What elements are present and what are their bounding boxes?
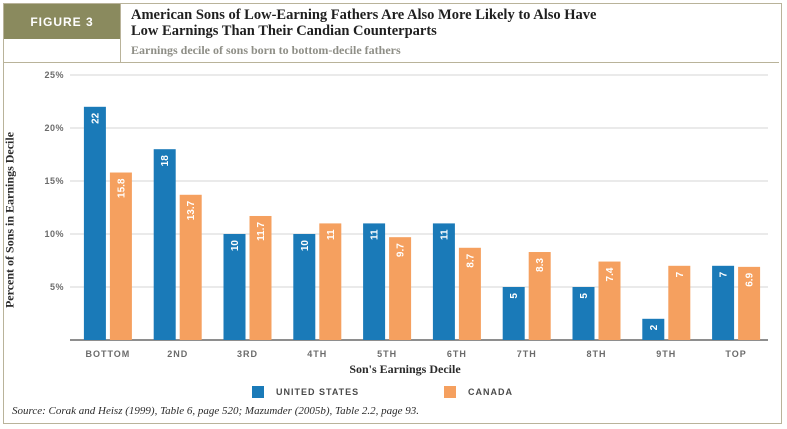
bar-canada xyxy=(319,223,342,340)
bar-united-states xyxy=(153,149,176,340)
bar-canada xyxy=(528,252,551,340)
header-rule xyxy=(4,62,779,63)
y-tick-label: 10% xyxy=(44,229,64,239)
bar-united-states xyxy=(572,287,595,340)
y-tick-label: 25% xyxy=(44,70,64,80)
bar-data-label: 5 xyxy=(509,293,520,299)
bar-data-label: 8.3 xyxy=(535,258,546,272)
x-tick-label: 6TH xyxy=(447,349,467,359)
bar-united-states xyxy=(363,223,386,340)
y-tick-label: 20% xyxy=(44,123,64,133)
bar-united-states xyxy=(502,287,525,340)
bar-data-label: 22 xyxy=(90,112,101,124)
bar-data-label: 13.7 xyxy=(186,200,197,220)
bar-canada xyxy=(179,194,202,340)
y-axis-label: Percent of Sons in Earnings Decile xyxy=(2,131,17,309)
bar-data-label: 10 xyxy=(300,240,311,252)
x-tick-label: 4TH xyxy=(307,349,327,359)
legend-swatch-canada xyxy=(444,386,456,398)
bar-canada xyxy=(738,266,761,340)
bar-data-label: 10 xyxy=(230,240,241,252)
legend-label-us: UNITED STATES xyxy=(276,387,360,397)
bar-data-label: 2 xyxy=(649,324,660,330)
bar-data-label: 7.4 xyxy=(605,267,616,281)
x-tick-label: 3RD xyxy=(237,349,258,359)
x-tick-label: 7TH xyxy=(517,349,537,359)
bar-united-states xyxy=(712,265,735,340)
x-tick-label: BOTTOM xyxy=(85,349,130,359)
bar-data-label: 11 xyxy=(326,229,337,240)
legend-item-canada: CANADA xyxy=(444,386,513,398)
chart-title: American Sons of Low-Earning Fathers Are… xyxy=(131,7,597,39)
figure-frame xyxy=(3,3,782,424)
bar-data-label: 6.9 xyxy=(745,272,756,286)
legend-label-canada: CANADA xyxy=(468,387,513,397)
chart-subtitle: Earnings decile of sons born to bottom-d… xyxy=(131,43,401,57)
bar-data-label: 9.7 xyxy=(396,243,407,257)
bar-data-label: 7 xyxy=(719,271,730,277)
bar-data-label: 5 xyxy=(579,293,590,299)
bar-data-label: 7 xyxy=(675,271,686,277)
x-tick-label: 5TH xyxy=(377,349,397,359)
bar-united-states xyxy=(293,234,316,340)
bar-canada xyxy=(598,261,621,340)
bar-data-label: 11 xyxy=(439,229,450,240)
y-tick-label: 15% xyxy=(44,176,64,186)
bar-united-states xyxy=(223,234,246,340)
bar-canada xyxy=(249,215,272,340)
x-axis-label: Son's Earnings Decile xyxy=(349,362,461,376)
x-tick-label: TOP xyxy=(725,349,746,359)
bar-canada xyxy=(458,247,481,340)
bar-data-label: 18 xyxy=(160,155,171,167)
legend-swatch-us xyxy=(252,386,264,398)
bar-data-label: 15.8 xyxy=(116,178,127,198)
source-note: Source: Corak and Heisz (1999), Table 6,… xyxy=(12,405,419,417)
x-tick-label: 9TH xyxy=(656,349,676,359)
bar-canada xyxy=(668,265,691,340)
bar-data-label: 8.7 xyxy=(465,253,476,267)
bar-united-states xyxy=(642,318,665,340)
bar-canada xyxy=(389,237,412,340)
y-tick-label: 5% xyxy=(50,282,64,292)
bar-canada xyxy=(109,172,132,340)
header-divider xyxy=(120,4,121,62)
x-tick-label: 2ND xyxy=(167,349,188,359)
bar-data-label: 11 xyxy=(370,229,381,240)
bar-data-label: 11.7 xyxy=(256,222,267,241)
bar-united-states xyxy=(432,223,455,340)
legend-item-us: UNITED STATES xyxy=(252,386,359,398)
x-tick-label: 8TH xyxy=(586,349,606,359)
bar-united-states xyxy=(83,106,106,340)
figure-label: FIGURE 3 xyxy=(4,4,120,39)
